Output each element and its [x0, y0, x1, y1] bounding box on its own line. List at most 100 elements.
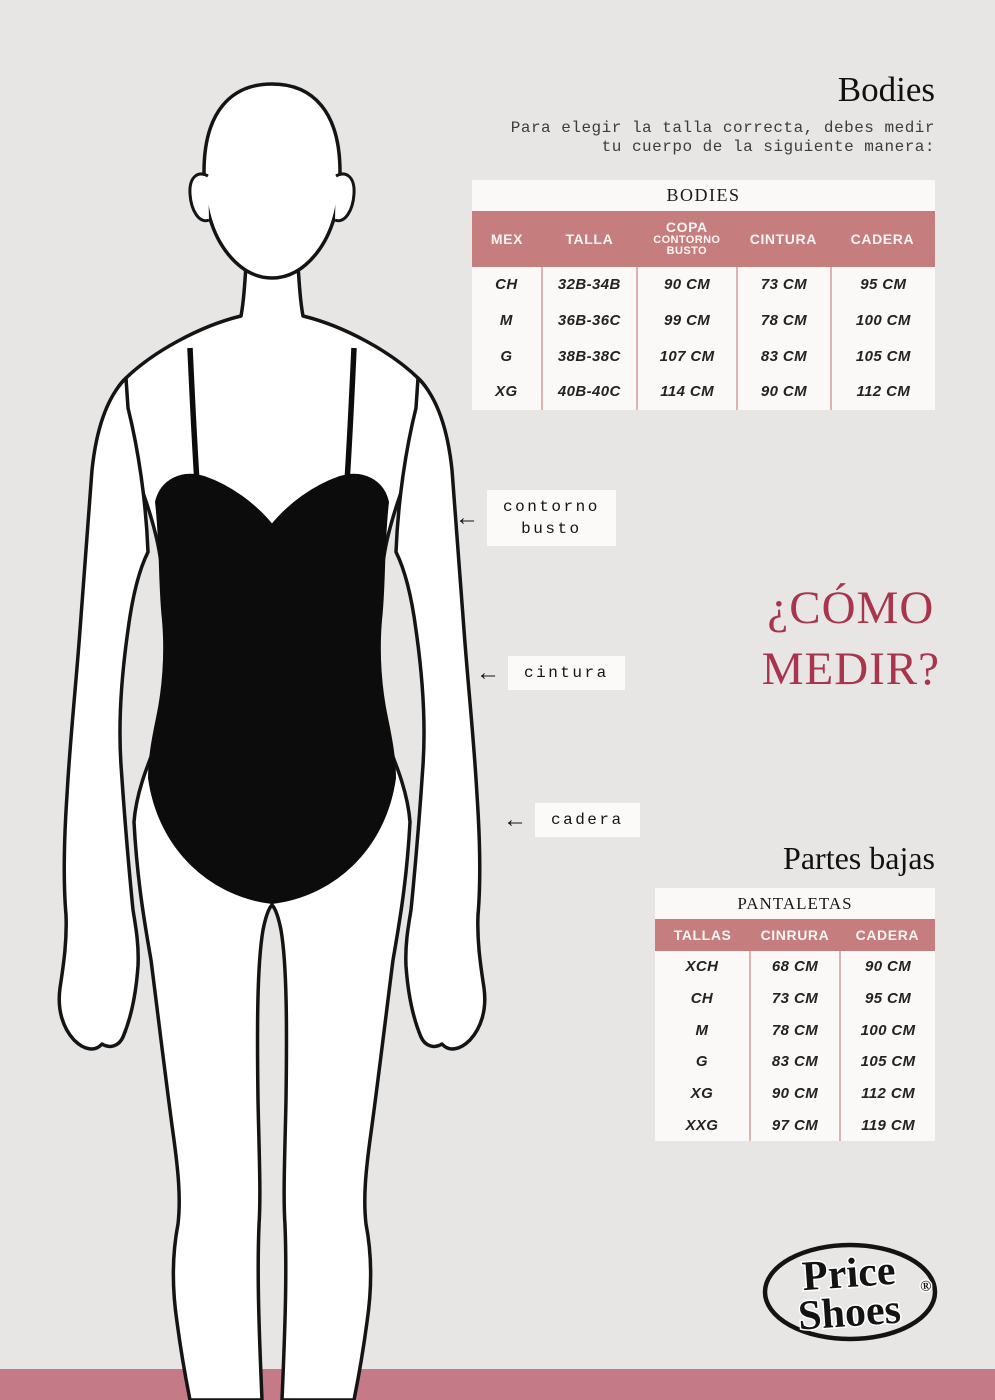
cell-cadera: 95 CM	[829, 267, 935, 303]
cell-cadera: 105 CM	[839, 1046, 935, 1078]
pantaletas-table-title: PANTALETAS	[737, 893, 853, 913]
bodies-table-title: BODIES	[666, 185, 741, 205]
label-cadera: ← cadera	[503, 803, 640, 837]
col-header-tallas: TALLAS	[673, 926, 732, 943]
cell-cintura: 83 CM	[736, 338, 829, 375]
table-row: CH 73 CM 95 CM	[655, 982, 935, 1015]
label-cadera-box: cadera	[535, 803, 640, 837]
cell-size: G	[500, 347, 513, 365]
cell-talla: 32B-34B	[540, 267, 636, 303]
cell-size: XCH	[685, 958, 719, 976]
cell-copa: 90 CM	[635, 267, 736, 303]
col-header-talla: TALLA	[565, 230, 614, 247]
cell-talla: 40B-40C	[540, 374, 636, 410]
cell-cadera: 95 CM	[839, 982, 935, 1015]
left-arrow-icon: ←	[476, 659, 500, 686]
label-cintura: ← cintura	[476, 656, 625, 690]
pantaletas-table-header-row: TALLAS CINRURA CADERA	[655, 919, 935, 951]
como-medir-line2: MEDIR?	[761, 643, 940, 695]
table-row: XXG 97 CM 119 CM	[655, 1109, 935, 1142]
instructions-line-1: Para elegir la talla correcta, debes med…	[510, 119, 935, 137]
cell-cadera: 112 CM	[839, 1077, 935, 1110]
cell-size: CH	[690, 990, 714, 1008]
bodysuit-strap-left	[187, 347, 200, 483]
bodies-size-table: BODIES MEX TALLA COPA CONTORNO BUSTO CIN…	[472, 180, 935, 410]
cell-copa: 107 CM	[635, 338, 736, 375]
figure-head	[202, 82, 342, 280]
cell-size: XG	[495, 383, 518, 401]
cell-cintura: 68 CM	[748, 951, 839, 983]
table-row: CH 32B-34B 90 CM 73 CM 95 CM	[472, 267, 935, 303]
table-row: M 78 CM 100 CM	[655, 1014, 935, 1047]
cell-cadera: 105 CM	[829, 338, 935, 375]
cell-size: G	[695, 1053, 708, 1071]
figure-ear-left	[188, 172, 210, 223]
cell-cintura: 78 CM	[748, 1014, 839, 1047]
col-header-cadera: CADERA	[850, 230, 915, 247]
logo-text-price: Price	[801, 1248, 897, 1300]
cell-size: XG	[690, 1085, 714, 1103]
left-arrow-icon: ←	[455, 504, 479, 531]
cell-cintura: 90 CM	[748, 1077, 839, 1110]
cell-cintura: 83 CM	[748, 1046, 839, 1078]
cell-copa: 114 CM	[635, 374, 736, 410]
col-header-cadera: CADERA	[855, 926, 920, 943]
cell-cintura: 90 CM	[736, 374, 829, 410]
cell-size: M	[695, 1021, 709, 1039]
page-title: Bodies	[837, 70, 935, 109]
logo-ellipse	[762, 1242, 938, 1342]
col-header-cintura: CINRURA	[760, 926, 830, 943]
logo-text-shoes: Shoes	[797, 1287, 903, 1340]
cell-size: M	[499, 312, 513, 330]
como-medir-heading: ¿CÓMO MEDIR?	[762, 578, 940, 700]
table-row: XCH 68 CM 90 CM	[655, 951, 935, 983]
label-cintura-box: cintura	[508, 656, 625, 690]
cell-size: XXG	[685, 1116, 719, 1134]
registered-trademark-icon: ®	[920, 1278, 932, 1295]
price-shoes-logo: Price Shoes ®	[762, 1242, 938, 1342]
figure-arm-right	[394, 376, 487, 1051]
cell-cadera: 90 CM	[839, 951, 935, 983]
cell-cadera: 119 CM	[839, 1109, 935, 1142]
table-row: M 36B-36C 99 CM 78 CM 100 CM	[472, 302, 935, 339]
bodysuit-strap-right	[344, 347, 357, 483]
cell-copa: 99 CM	[635, 302, 736, 339]
table-row: G 83 CM 105 CM	[655, 1046, 935, 1078]
figure-arm-left	[57, 376, 150, 1051]
cell-cintura: 78 CM	[736, 302, 829, 339]
label-contorno-busto: ← contorno busto	[455, 490, 616, 546]
label-contorno-line1: contorno	[503, 498, 600, 516]
cell-cadera: 112 CM	[829, 374, 935, 410]
col-header-copa-sub1: CONTORNO	[653, 233, 721, 246]
figure-ear-right	[334, 172, 356, 223]
bodysuit	[148, 473, 396, 904]
cell-cadera: 100 CM	[839, 1014, 935, 1047]
instructions-line-2: tu cuerpo de la siguiente manera:	[601, 138, 935, 156]
col-header-cintura: CINTURA	[749, 230, 817, 247]
cell-cadera: 100 CM	[829, 302, 935, 339]
col-header-mex: MEX	[490, 230, 524, 247]
cell-talla: 38B-38C	[540, 338, 636, 375]
col-header-copa-main: COPA	[665, 219, 708, 236]
body-figure-illustration	[57, 82, 487, 1400]
cell-cintura: 73 CM	[736, 267, 829, 303]
left-arrow-icon: ←	[503, 806, 527, 833]
partes-bajas-heading: Partes bajas	[783, 840, 935, 876]
pantaletas-size-table: PANTALETAS TALLAS CINRURA CADERA XCH 68 …	[655, 888, 935, 1142]
table-row: XG 40B-40C 114 CM 90 CM 112 CM	[472, 374, 935, 410]
table-row: XG 90 CM 112 CM	[655, 1077, 935, 1110]
label-contorno-busto-box: contorno busto	[487, 490, 616, 546]
como-medir-line1: ¿CÓMO	[767, 582, 935, 634]
instructions-text: Para elegir la talla correcta, debes med…	[511, 119, 935, 157]
table-row: G 38B-38C 107 CM 83 CM 105 CM	[472, 338, 935, 375]
cell-talla: 36B-36C	[540, 302, 636, 339]
col-header-copa: COPA CONTORNO BUSTO	[637, 211, 737, 267]
bodies-table-header-row: MEX TALLA COPA CONTORNO BUSTO CINTURA CA…	[472, 211, 935, 267]
cell-size: CH	[495, 276, 518, 294]
cell-cintura: 73 CM	[748, 982, 839, 1015]
col-header-copa-sub2: BUSTO	[666, 245, 707, 258]
cell-cintura: 97 CM	[748, 1109, 839, 1142]
label-contorno-line2: busto	[521, 520, 582, 538]
bottom-accent-bar	[0, 1369, 995, 1400]
